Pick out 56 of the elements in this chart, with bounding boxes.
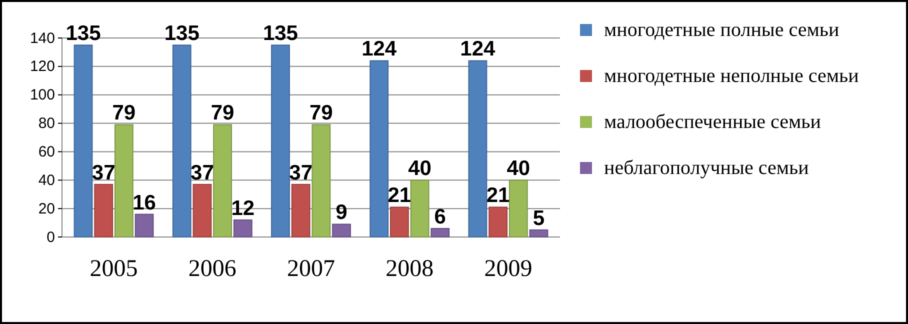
legend-label: малообеспеченные семьи	[604, 111, 822, 133]
x-tick-label: 2009	[484, 256, 532, 282]
data-label: 79	[309, 102, 333, 125]
bar	[410, 180, 430, 238]
bar	[134, 214, 154, 238]
bar	[430, 228, 450, 238]
x-tick-label: 2006	[188, 256, 236, 282]
data-label: 124	[362, 38, 397, 61]
legend-label: многодетные полные семьи	[604, 19, 840, 41]
bar	[172, 44, 192, 238]
y-tick-label: 120	[30, 58, 55, 76]
y-tick-label: 100	[30, 86, 55, 104]
bar	[390, 206, 409, 238]
bar	[291, 184, 310, 238]
data-label: 79	[112, 102, 136, 125]
data-label: 79	[210, 102, 234, 125]
legend-label: неблагополучные семьи	[604, 157, 810, 179]
bar	[94, 184, 114, 238]
data-label: 5	[532, 206, 545, 230]
legend-label: многодетные неполные семьи	[604, 65, 860, 87]
data-label: 40	[408, 157, 432, 180]
x-tick-label: 2005	[90, 256, 138, 282]
data-label: 21	[388, 184, 412, 208]
y-tick-label: 60	[38, 144, 55, 161]
bar	[529, 229, 548, 238]
data-label: 37	[190, 161, 214, 184]
data-label: 40	[506, 157, 530, 180]
bar	[213, 124, 232, 238]
data-label: 135	[66, 22, 102, 46]
bar	[271, 44, 290, 238]
data-label: 12	[231, 196, 255, 220]
x-tick-label: 2008	[386, 256, 434, 282]
y-tick-label: 0	[46, 228, 55, 246]
data-label: 6	[434, 205, 446, 228]
data-label: 135	[262, 22, 298, 46]
y-tick-label: 20	[38, 200, 55, 218]
data-label: 135	[164, 22, 200, 46]
y-tick-label: 80	[38, 115, 55, 132]
data-label: 21	[486, 184, 510, 208]
bar	[488, 206, 508, 238]
bar	[508, 180, 528, 238]
bar	[312, 124, 331, 238]
bar	[233, 219, 252, 238]
bar	[114, 124, 134, 238]
data-label: 37	[92, 161, 116, 184]
x-tick-label: 2007	[287, 256, 335, 282]
data-label: 16	[132, 191, 156, 214]
bar	[468, 60, 488, 238]
bar	[370, 60, 389, 238]
data-label: 9	[336, 201, 348, 224]
bar	[192, 184, 212, 238]
y-tick-label: 40	[38, 172, 55, 189]
data-label: 124	[460, 38, 496, 61]
bar	[74, 44, 93, 238]
bar	[332, 224, 351, 238]
y-tick-label: 140	[30, 30, 55, 47]
